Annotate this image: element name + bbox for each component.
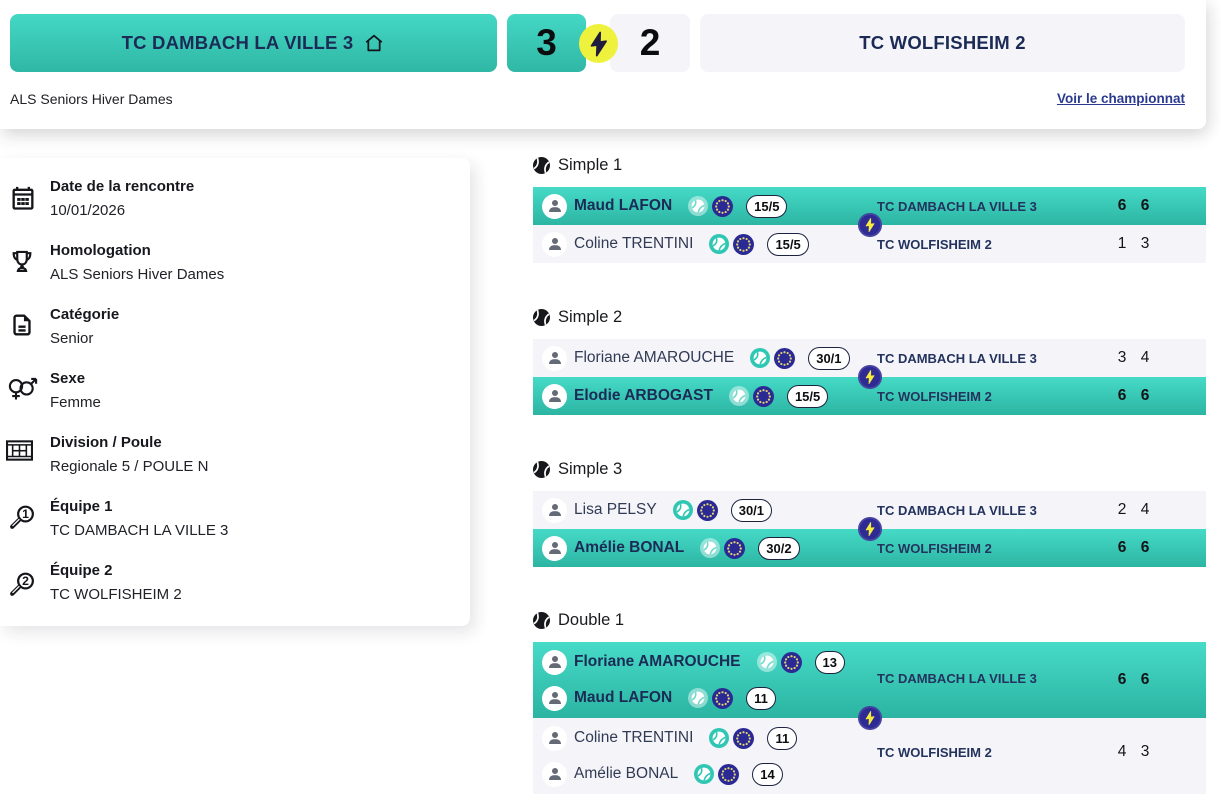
svg-text:1: 1	[22, 507, 29, 521]
svg-text:2: 2	[22, 574, 29, 588]
